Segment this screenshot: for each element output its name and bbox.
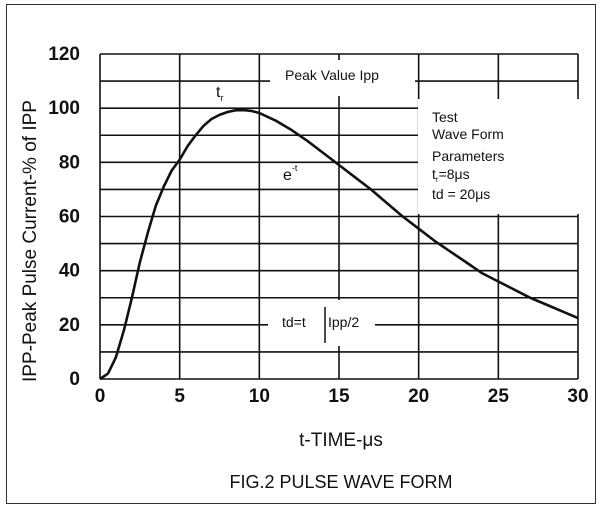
x-tick-label: 30 <box>567 386 588 407</box>
pulse-curve <box>99 108 579 381</box>
y-tick-label: 40 <box>59 261 80 282</box>
test-params-block: Test Wave Form Parameters tr=8μs td = 20… <box>432 109 504 202</box>
x-tick-label: 5 <box>174 386 185 407</box>
params-box-bg <box>418 99 588 214</box>
td-label-bg <box>268 300 375 346</box>
params-tr-line: tr=8μs <box>432 166 470 184</box>
params-line-3: Parameters <box>432 148 504 164</box>
y-tick-label: 100 <box>48 98 80 119</box>
y-tick-label: 80 <box>59 152 80 173</box>
y-tick-label: 0 <box>69 369 80 390</box>
figure-frame <box>6 4 596 504</box>
tick-labels: 0 5 10 15 20 25 30 0 20 40 60 80 100 120 <box>48 44 588 407</box>
params-line-2: Wave Form <box>432 126 504 142</box>
x-axis-title: t-TIME-μs <box>299 430 383 451</box>
x-tick-label: 10 <box>249 386 270 407</box>
y-axis-title: IPP-Peak Pulse Current-% of IPP <box>20 100 41 382</box>
x-tick-label: 20 <box>408 386 429 407</box>
y-tick-label: 20 <box>59 315 80 336</box>
peak-value-label: Peak Value Ipp <box>285 67 379 83</box>
tr-annotation: tr <box>216 84 223 103</box>
x-tick-label: 25 <box>488 386 510 407</box>
x-tick-label: 15 <box>328 386 350 407</box>
peak-label-bg <box>270 60 415 96</box>
params-td-line: td = 20μs <box>432 186 490 202</box>
y-tick-label: 120 <box>48 44 80 65</box>
y-tick-label: 60 <box>59 207 80 228</box>
td-right-label: Ipp/2 <box>328 314 359 330</box>
x-tick-label: 0 <box>95 386 106 407</box>
params-line-1: Test <box>432 109 458 125</box>
td-left-label: td=t <box>282 314 306 330</box>
figure-caption: FIG.2 PULSE WAVE FORM <box>229 472 452 492</box>
exp-annotation: e-t <box>283 163 298 184</box>
